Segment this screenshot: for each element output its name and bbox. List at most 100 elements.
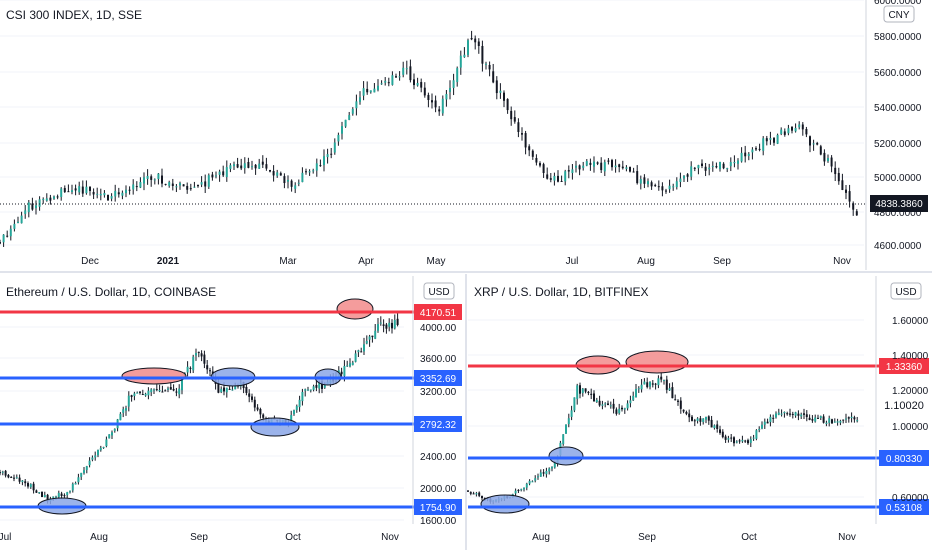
- candle-body: [326, 154, 329, 158]
- candle-body: [103, 193, 106, 196]
- candle-body: [150, 176, 153, 180]
- candle-body: [469, 492, 472, 494]
- time-tick-label: Jul: [566, 256, 579, 267]
- ethereum-price-axis[interactable]: 4000.00 3600.00 3200.00 2400.00 2000.00 1600.…: [420, 323, 457, 527]
- candle-body: [60, 188, 63, 197]
- candle-body: [579, 385, 581, 394]
- candle-body: [841, 180, 844, 190]
- candle-body: [845, 418, 847, 420]
- candle-body: [96, 193, 99, 195]
- candle-body: [251, 396, 253, 400]
- candle-body: [0, 242, 1, 244]
- candle-body: [304, 389, 307, 391]
- candle-body: [49, 197, 52, 201]
- candle-body: [643, 381, 646, 385]
- candle-body: [850, 416, 853, 419]
- candle-body: [1, 471, 4, 473]
- candle-body: [231, 389, 234, 391]
- candle-body: [618, 408, 621, 414]
- candle-body: [114, 190, 117, 197]
- support-level-badge: [414, 499, 462, 515]
- candle-body: [672, 186, 675, 188]
- price-tick-label: 5800.0000: [874, 32, 922, 43]
- xrp-time-axis[interactable]: Aug Sep Oct Nov: [532, 532, 856, 543]
- ethereum-currency-button[interactable]: [423, 282, 455, 300]
- csi300-price-axis[interactable]: 6000.0000 5800.0000 5600.0000 5400.0000 5200…: [874, 0, 922, 252]
- candle-body: [204, 181, 207, 187]
- price-tick-label: 6000.0000: [874, 0, 922, 7]
- time-tick-label: Mar: [279, 256, 297, 267]
- candle-body: [679, 400, 682, 409]
- candle-body: [85, 466, 88, 470]
- candle-body: [351, 362, 354, 365]
- candle-body: [584, 388, 587, 392]
- candle-body: [175, 186, 178, 188]
- candle-body: [609, 405, 612, 407]
- candle-body: [449, 87, 451, 92]
- candle-body: [549, 178, 552, 180]
- candle-body: [229, 165, 232, 169]
- candle-body: [121, 192, 124, 196]
- candle-body: [665, 190, 667, 192]
- xrp-chart-title: XRP / U.S. Dollar, 1D, BITFINEX: [474, 285, 649, 299]
- candle-body: [578, 165, 581, 170]
- candle-body: [136, 392, 139, 394]
- xrp-currency-button[interactable]: [890, 282, 922, 300]
- time-tick-label: Dec: [81, 256, 99, 267]
- candle-body: [200, 182, 203, 185]
- price-tick-label: 4000.00: [420, 323, 457, 334]
- candle-body: [355, 101, 358, 109]
- resistance-touch-oval: [121, 367, 187, 385]
- candle-body: [663, 379, 665, 381]
- candle-body: [24, 481, 27, 484]
- candle-body: [139, 182, 142, 188]
- candle-body: [4, 470, 7, 476]
- candle-body: [800, 414, 803, 417]
- candle-body: [499, 90, 502, 93]
- candle-body: [567, 418, 570, 425]
- candle-body: [10, 477, 13, 479]
- csi300-last-price-label: 4838.3860: [875, 199, 923, 210]
- candle-body: [189, 188, 192, 190]
- candle-body: [539, 472, 542, 477]
- candle-body: [623, 408, 626, 410]
- candle-body: [582, 165, 585, 168]
- support-level-badge: [879, 499, 929, 515]
- candle-body: [472, 493, 475, 495]
- candle-body: [853, 417, 856, 420]
- candle-body: [195, 353, 197, 356]
- candle-body: [290, 180, 293, 187]
- candle-body: [495, 80, 498, 94]
- price-tick-label: 5600.0000: [874, 68, 922, 79]
- candle-body: [510, 110, 513, 120]
- price-tick-label: 2000.00: [420, 484, 457, 495]
- time-tick-label: Nov: [381, 532, 399, 543]
- candle-body: [707, 416, 710, 421]
- candle-body: [665, 379, 668, 390]
- candle-body: [228, 388, 231, 390]
- candle-body: [816, 142, 819, 145]
- candle-body: [351, 108, 354, 114]
- candle-body: [776, 134, 779, 144]
- candle-body: [128, 189, 131, 191]
- xrp-price-axis[interactable]: 1.60000 1.40000 1.20000 1.00000 0.60000: [892, 316, 929, 504]
- candle-body: [269, 170, 271, 172]
- candle-body: [247, 161, 250, 168]
- candle-body: [41, 491, 43, 498]
- candle-body: [387, 82, 390, 84]
- candle-body: [366, 88, 369, 93]
- candle-body: [715, 166, 718, 168]
- csi300-time-axis[interactable]: Dec 2021 Mar Apr May Jul Aug Sep Nov: [81, 256, 851, 267]
- ethereum-time-axis[interactable]: Jul Aug Sep Oct Nov: [0, 532, 399, 543]
- candle-body: [377, 85, 379, 90]
- candle-body: [660, 376, 663, 380]
- candle-body: [553, 175, 556, 181]
- csi300-currency-button[interactable]: [883, 5, 915, 23]
- candle-body: [197, 351, 200, 353]
- candle-body: [819, 146, 822, 155]
- candle-body: [423, 87, 426, 96]
- candle-body: [157, 173, 160, 180]
- candle-body: [256, 407, 259, 410]
- candle-body: [598, 400, 601, 406]
